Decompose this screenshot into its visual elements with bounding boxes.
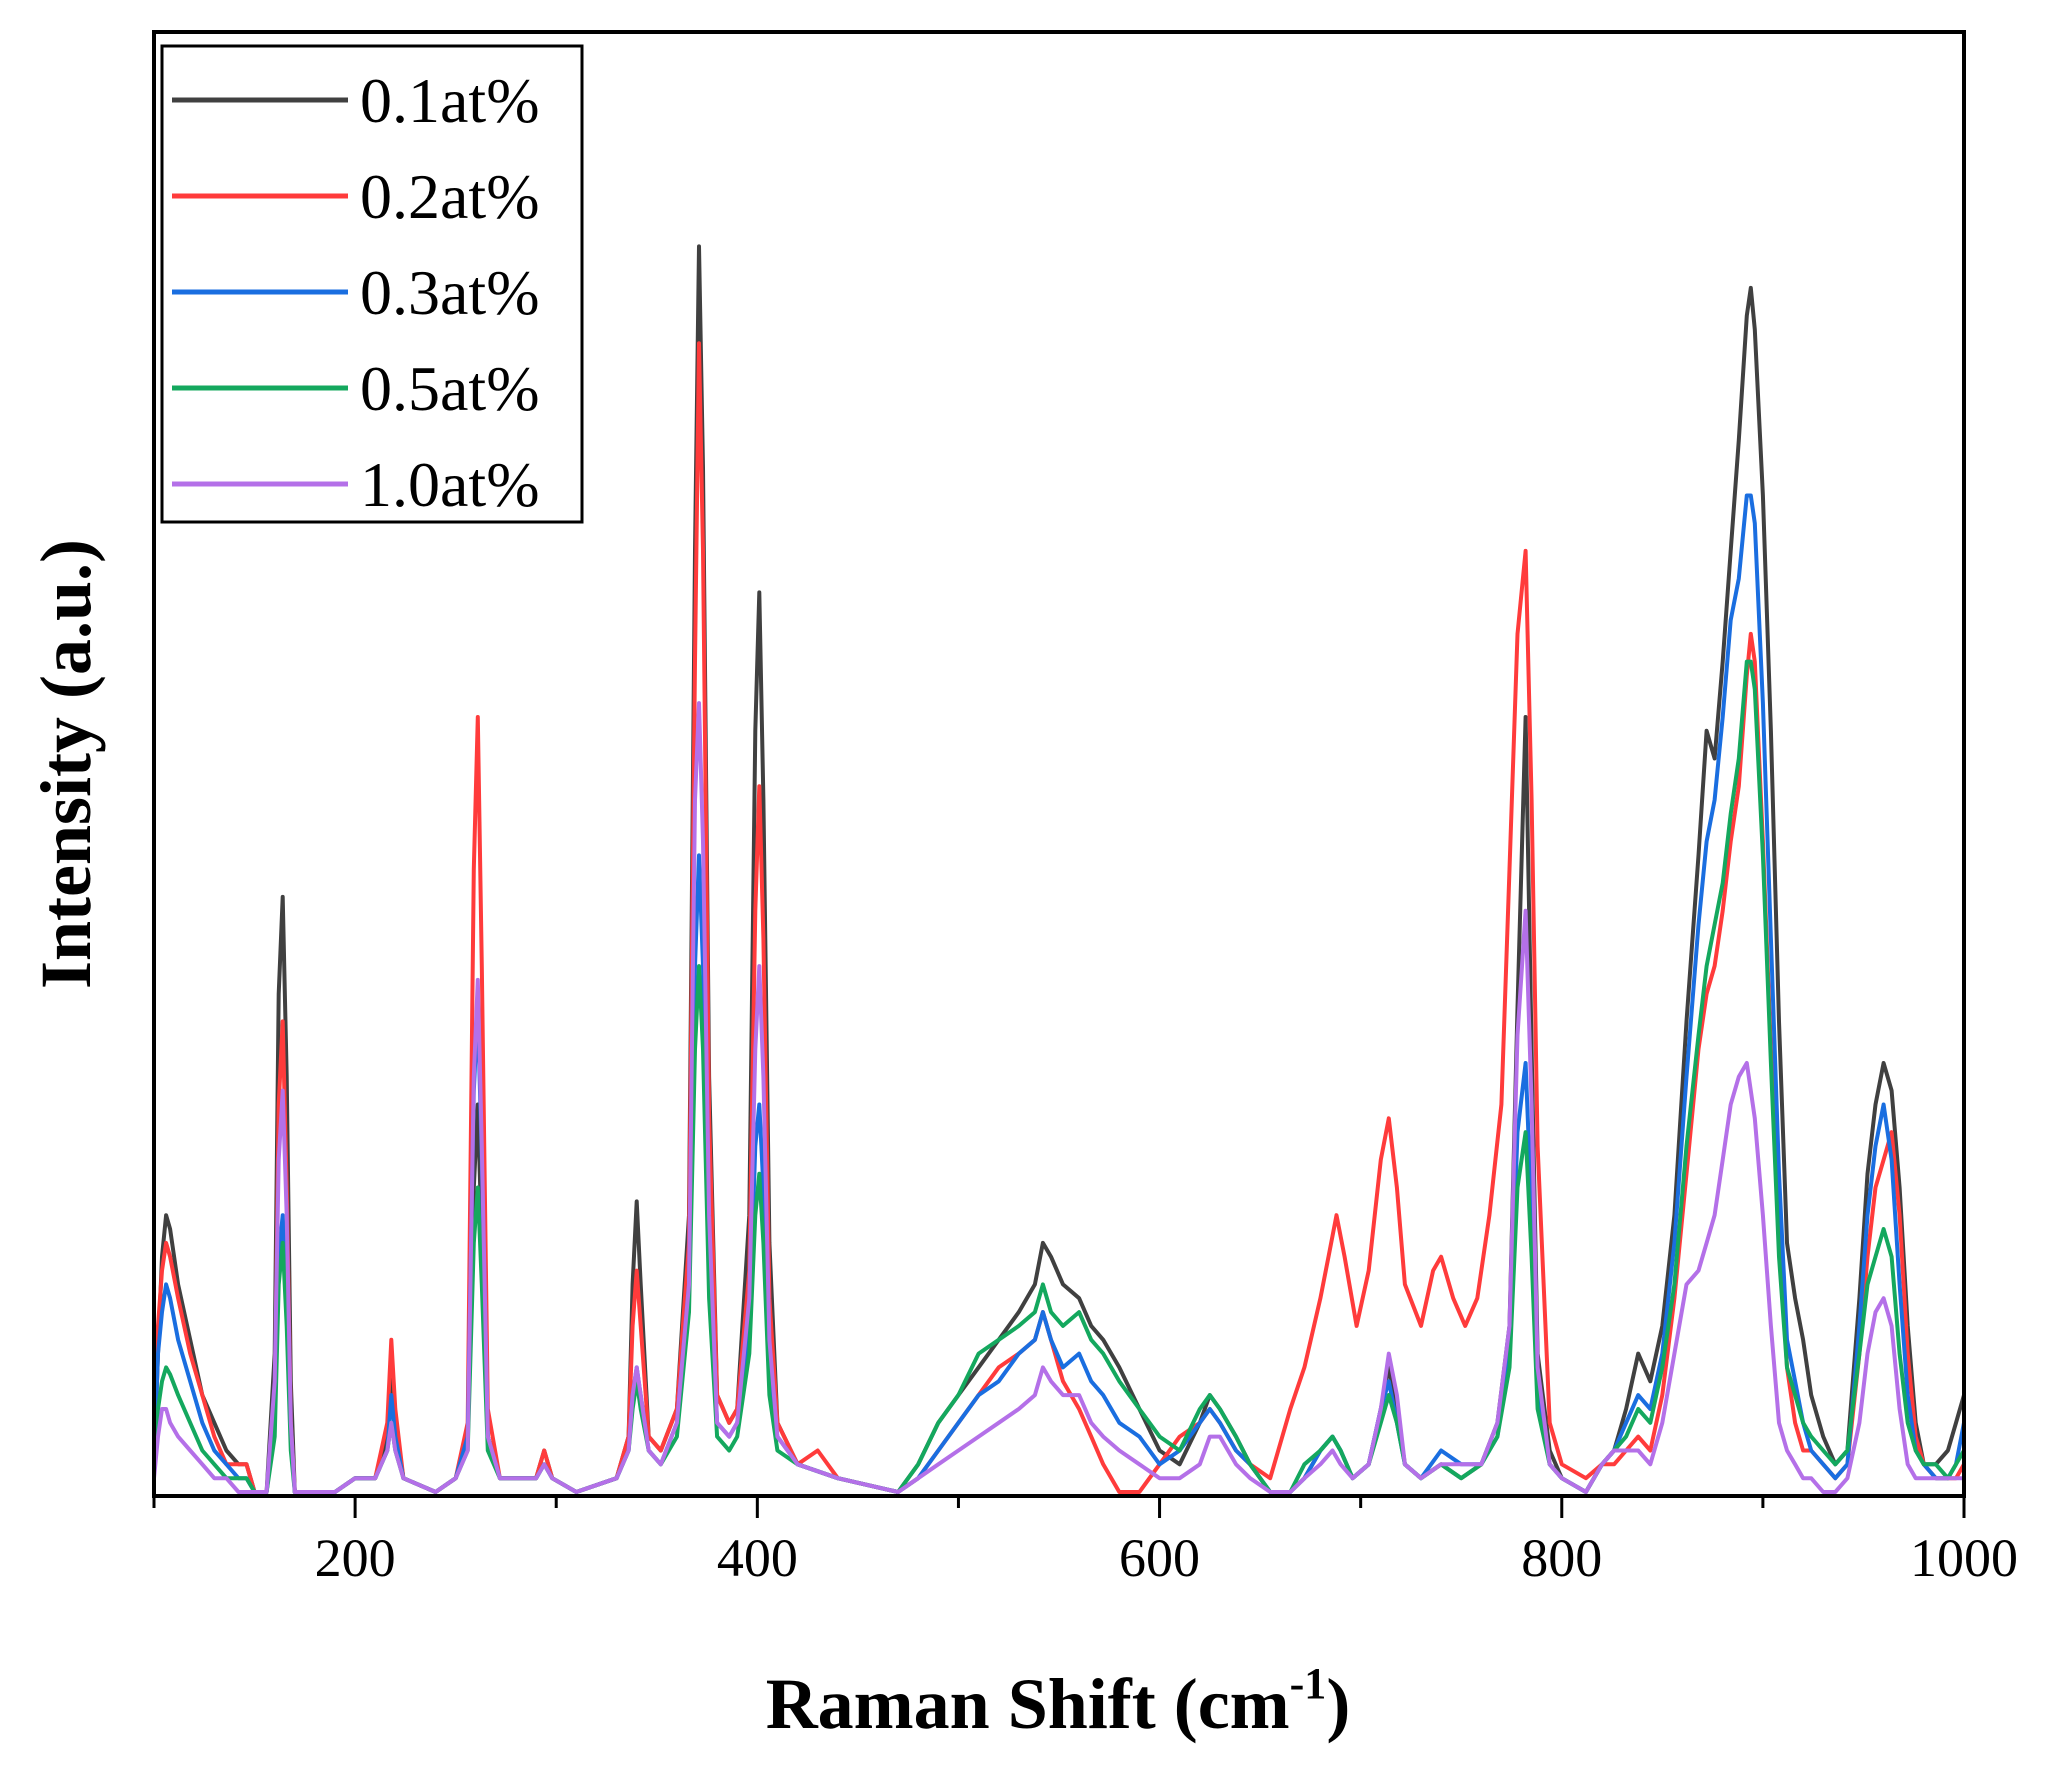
x-tick-label-1000: 1000 (1910, 1528, 2018, 1588)
y-axis-title: Intensity (a.u.) (26, 539, 106, 989)
x-tick-label-200: 200 (315, 1528, 396, 1588)
legend-label-1-0at: 1.0at% (360, 449, 540, 520)
x-axis-title: Raman Shift (cm-1) (766, 1659, 1351, 1744)
x-axis-tick-labels: 200 400 600 800 1000 (315, 1528, 2018, 1588)
series-layer (154, 244, 1964, 1494)
legend-box (160, 44, 584, 524)
x-tick-label-800: 800 (1521, 1528, 1602, 1588)
x-axis-title-main: Raman Shift (cm (766, 1664, 1290, 1744)
legend-label-0-2at: 0.2at% (360, 161, 540, 232)
x-tick-label-400: 400 (717, 1528, 798, 1588)
legend-label-0-5at: 0.5at% (360, 353, 540, 424)
x-axis-title-superscript: -1 (1290, 1659, 1327, 1708)
x-axis-title-close: ) (1326, 1664, 1350, 1744)
legend: 0.1at% 0.2at% 0.3at% 0.5at% 1.0at% (160, 44, 584, 524)
legend-label-0-3at: 0.3at% (360, 257, 540, 328)
plot-frame (152, 30, 1966, 1498)
x-tick-label-600: 600 (1119, 1528, 1200, 1588)
series-line-1-0at (154, 701, 1964, 1494)
legend-label-0-1at: 0.1at% (360, 65, 540, 136)
x-axis-ticks (152, 1496, 1966, 1518)
